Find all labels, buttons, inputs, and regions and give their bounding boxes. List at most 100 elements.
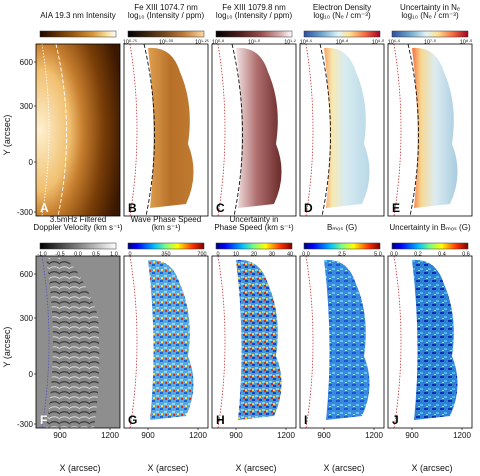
- panel-A-title-0: AIA 19.3 nm Intensity: [40, 11, 116, 20]
- panel-A-colorbar: [39, 30, 117, 38]
- x-tick-4-1: 1200: [453, 431, 471, 440]
- panel-D-colorbar: [303, 30, 381, 38]
- panel-E-frame: [387, 43, 473, 217]
- x-axis-label-e: X (arcsec): [411, 463, 452, 473]
- panel-J-title-0: Uncertainty in Bₘₒₛ (G): [389, 223, 471, 232]
- panel-F-colorbar-tick-1: -0.5: [55, 252, 64, 258]
- panel-G-colorbar: [127, 242, 205, 250]
- panel-B-colorbar: [127, 30, 205, 38]
- panel-H-colorbar-tick-3: 30: [269, 252, 275, 258]
- panel-G-colorbar-tick-1: 350: [161, 252, 170, 258]
- panel-I-title-0: Bₘₒₛ (G): [327, 223, 357, 232]
- panel-J-colorbar: [391, 242, 469, 250]
- x-tick-4-0: 900: [405, 431, 419, 440]
- panel-C-frame: [211, 43, 297, 217]
- panel-A-image: [36, 44, 120, 216]
- panel-C-colorbar-tick-2: 10¹·²: [284, 40, 296, 46]
- panel-G-title-0: Wave Phase Speed: [131, 215, 201, 224]
- panel-E-letter: E: [392, 201, 400, 215]
- panel-B-title-0: Fe XIII 1074.7 nm: [134, 3, 198, 12]
- y-tick-0-2: 0: [29, 158, 34, 167]
- panel-J-colorbar-tick-2: 0.4: [438, 252, 446, 258]
- y-tick-0-0: 600: [20, 58, 34, 67]
- panel-D-letter: D: [304, 201, 313, 215]
- y-tick-1-2: 0: [29, 370, 34, 379]
- x-tick-2-1: 1200: [277, 431, 295, 440]
- panel-B-frame: [123, 43, 209, 217]
- panel-F-letter: F: [40, 413, 47, 427]
- panel-E-colorbar: [391, 30, 469, 38]
- panel-I-frame: [299, 255, 385, 429]
- panel-G: Wave Phase Speed(km s⁻¹) 0 350 700 G 900 1200: [123, 215, 209, 440]
- panel-F-colorbar-tick-0: -1.0: [37, 252, 46, 258]
- x-tick-1-0: 900: [141, 431, 155, 440]
- panel-F-colorbar: [39, 242, 117, 250]
- panel-A-frame: [35, 43, 121, 217]
- panel-C-letter: C: [216, 201, 225, 215]
- panel-J-frame: [387, 255, 473, 429]
- panel-F-frame: [35, 255, 121, 429]
- panel-C-colorbar-tick-1: 10¹·⁰: [248, 39, 261, 46]
- panel-H-image: [212, 256, 296, 428]
- panel-B-image: [124, 44, 208, 216]
- y-tick-1-0: 600: [20, 270, 34, 279]
- panel-J-colorbar-tick-3: 0.6: [462, 252, 470, 258]
- panel-D-colorbar-tick-1: 10⁸·⁸: [336, 39, 349, 46]
- x-axis-label-c: X (arcsec): [235, 463, 276, 473]
- panel-H-letter: H: [216, 413, 225, 427]
- panel-F-colorbar-tick-3: 0.5: [92, 252, 100, 258]
- y-axis-label-top: Y (arcsec): [2, 115, 12, 156]
- x-axis-label-b: X (arcsec): [147, 463, 188, 473]
- panel-J-colorbar-tick-1: 0.2: [414, 252, 422, 258]
- y-tick-0-3: -300: [17, 208, 34, 217]
- y-tick-1-1: 300: [20, 314, 34, 323]
- panel-G-letter: G: [128, 413, 137, 427]
- panel-I-colorbar-tick-1: 2.5: [338, 252, 346, 258]
- panel-D-colorbar-tick-0: 10⁸·⁶: [300, 39, 313, 46]
- y-tick-0-1: 300: [20, 102, 34, 111]
- panel-I-image: [300, 256, 384, 428]
- panel-C-colorbar: [215, 30, 293, 38]
- panel-J-image: [388, 256, 472, 428]
- panel-H-colorbar-tick-4: 40: [287, 252, 293, 258]
- panel-F-colorbar-tick-2: 0.0: [74, 252, 82, 258]
- panel-I: Bₘₒₛ (G) 0.0 2.5 5.0 I 900 1200: [299, 223, 385, 440]
- panel-H-title-1: Phase Speed (km s⁻¹): [214, 223, 294, 232]
- x-tick-0-0: 900: [53, 431, 67, 440]
- panel-G-colorbar-tick-0: 0: [128, 252, 131, 258]
- panel-D-title-0: Electron Density: [313, 3, 371, 12]
- panel-G-frame: [123, 255, 209, 429]
- panel-D-title-1: log₁₀ (Nₑ / cm⁻³): [313, 11, 371, 20]
- panel-J-letter: J: [392, 413, 399, 427]
- panel-E-colorbar-tick-0: 10⁶·⁶: [388, 39, 400, 46]
- panel-B-letter: B: [128, 201, 137, 215]
- x-axis-label-d: X (arcsec): [323, 463, 364, 473]
- panel-E-colorbar-tick-1: 10⁷·⁰: [424, 39, 437, 46]
- panel-D-image: [300, 44, 384, 216]
- panel-F-colorbar-tick-4: 1.0: [110, 252, 118, 258]
- panel-B-colorbar-tick-1: 10¹·⁰⁰: [159, 39, 174, 46]
- panel-J: Uncertainty in Bₘₒₛ (G) 0.0 0.2 0.4 0.6 J 900 1…: [387, 223, 473, 440]
- panel-I-colorbar-tick-0: 0.0: [302, 252, 310, 258]
- panel-A: AIA 19.3 nm Intensity A 600 300 0 -300: [17, 11, 121, 217]
- panel-H-colorbar: [215, 242, 293, 250]
- panel-E-colorbar-tick-2: 10⁸·⁰: [460, 39, 473, 46]
- panel-F-title-1: Doppler Velocity (km s⁻¹): [33, 223, 122, 232]
- y-tick-1-3: -300: [17, 420, 34, 429]
- x-axis-label-a: X (arcsec): [59, 463, 100, 473]
- x-tick-1-1: 1200: [189, 431, 207, 440]
- x-tick-2-0: 900: [229, 431, 243, 440]
- y-axis-label-bottom: Y (arcsec): [2, 327, 12, 368]
- panel-G-colorbar-tick-2: 700: [197, 252, 206, 258]
- panel-E-title-1: log₁₀ (Nₑ / cm⁻³): [401, 11, 459, 20]
- panel-C-image: [212, 44, 296, 216]
- panel-I-letter: I: [304, 413, 307, 427]
- panel-H-title-0: Uncertainty in: [230, 215, 279, 224]
- panel-E-image: [388, 44, 472, 216]
